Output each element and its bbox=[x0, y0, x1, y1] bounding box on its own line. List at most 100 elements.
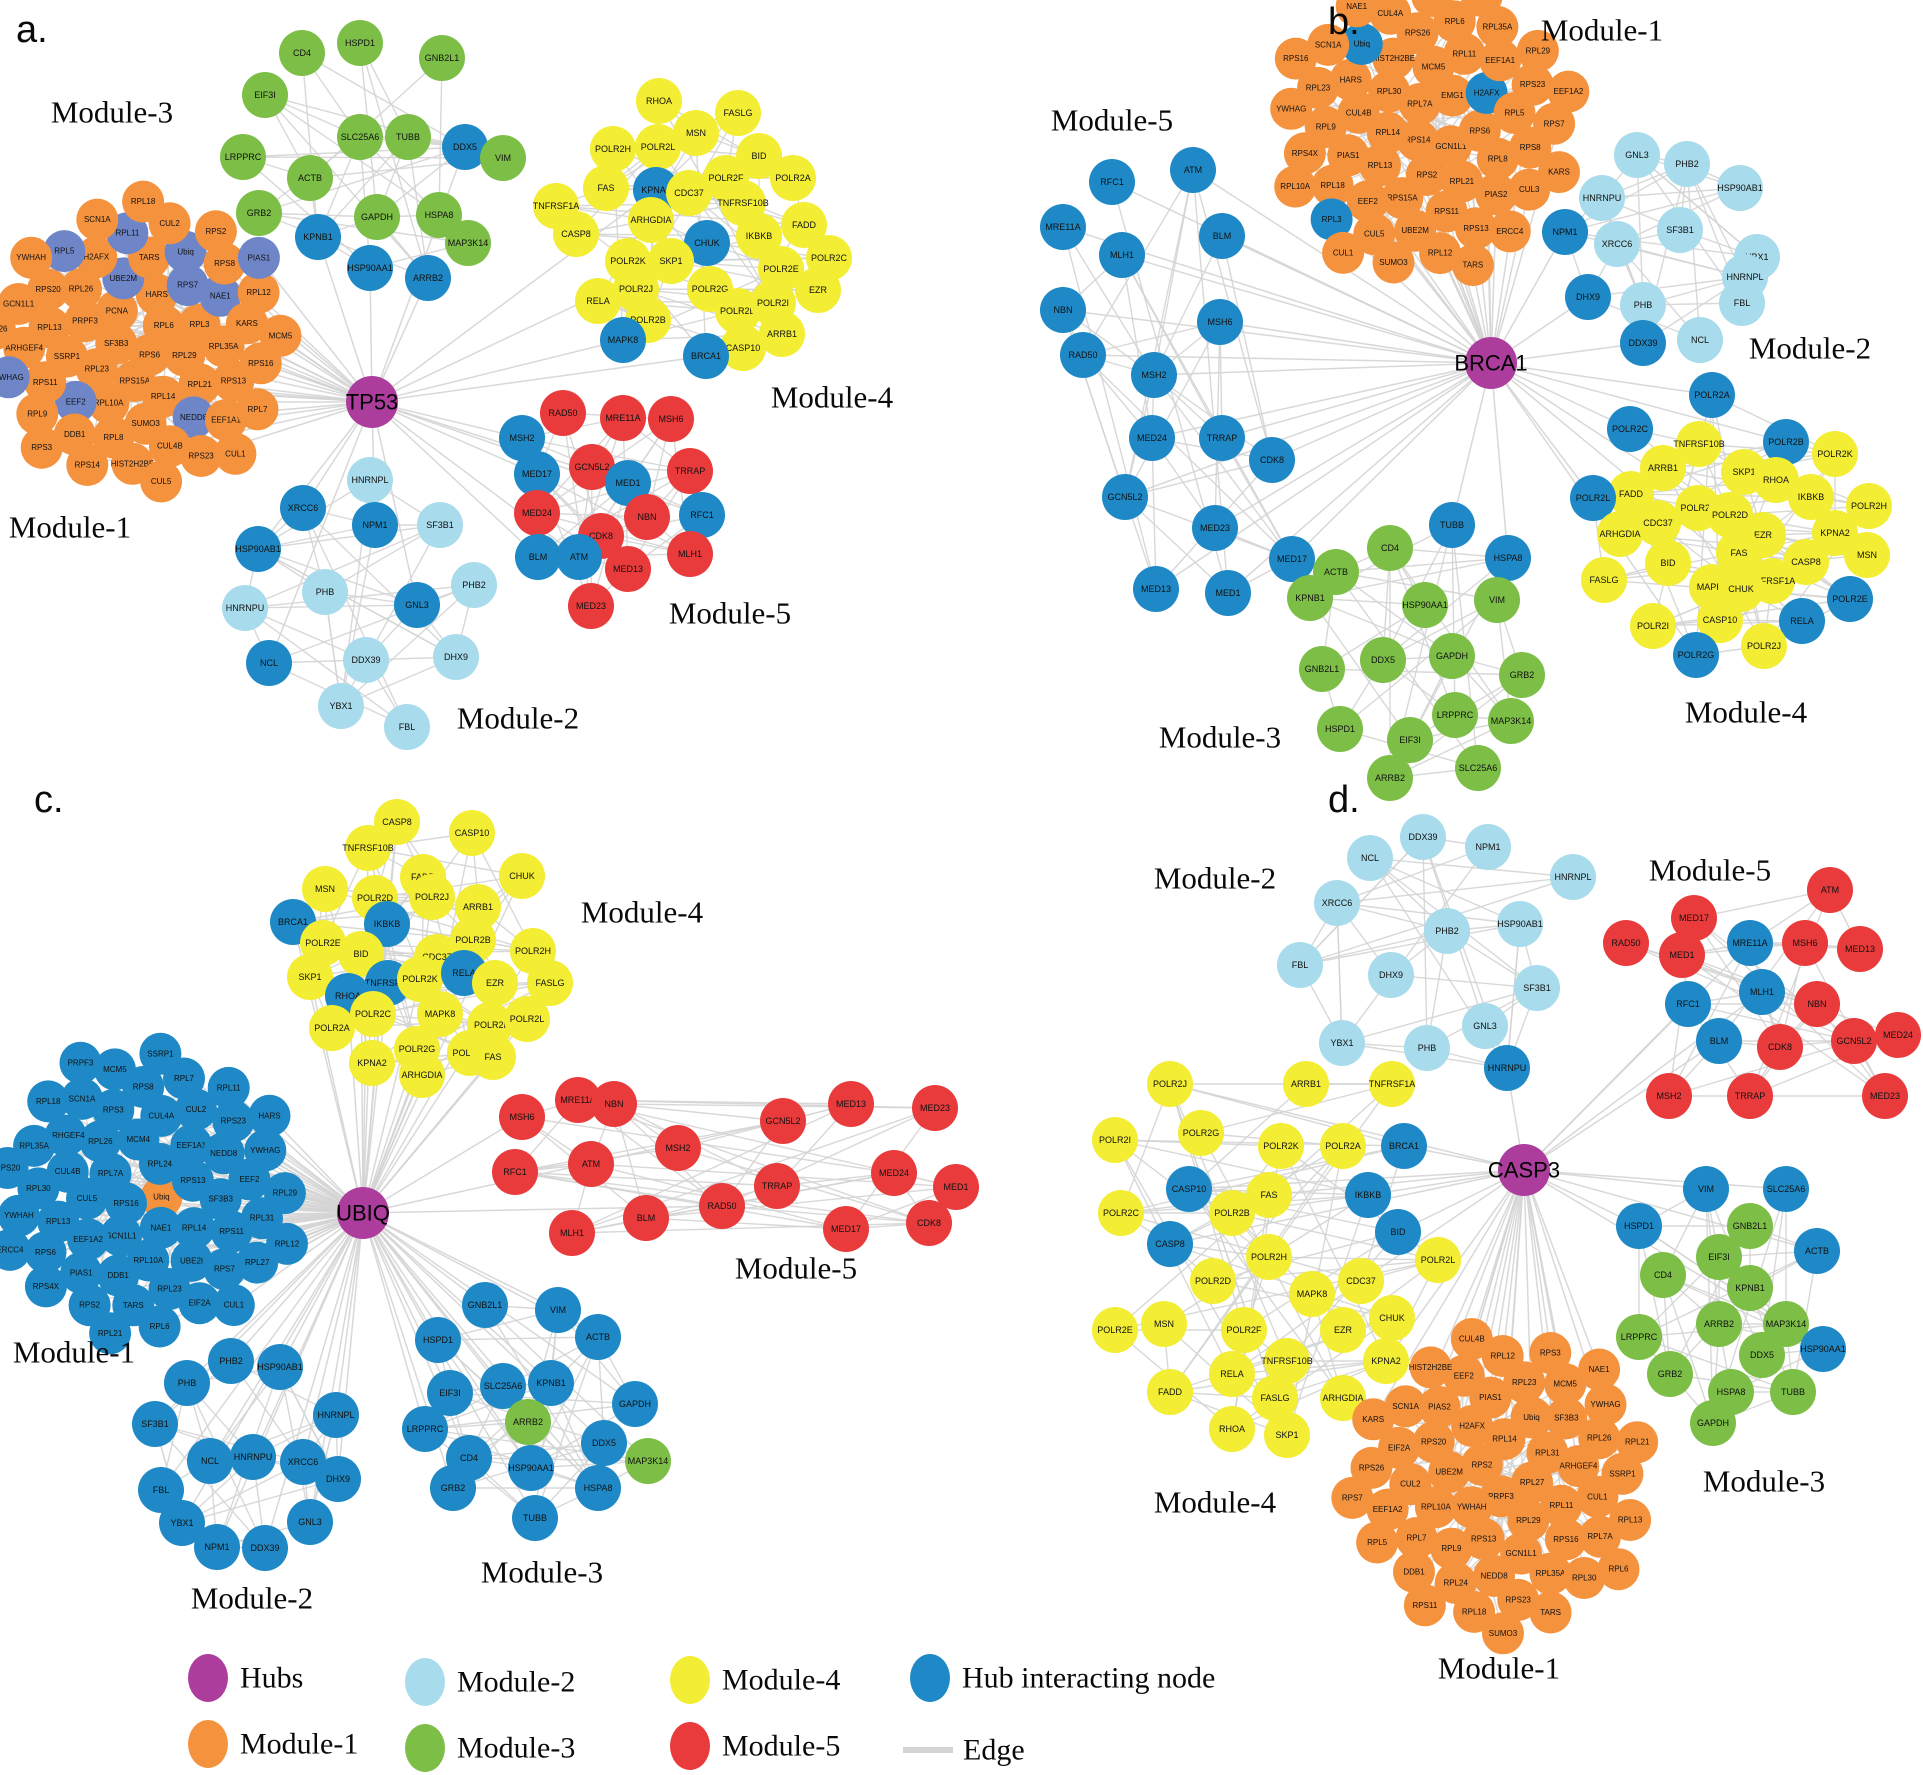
node-NCL bbox=[1677, 317, 1723, 363]
node-RPL10A bbox=[87, 382, 130, 424]
node-CUL4B bbox=[1337, 91, 1380, 134]
node-MED13 bbox=[828, 1081, 874, 1127]
node-H2AFX bbox=[75, 236, 118, 279]
node-TNFRSF10B bbox=[345, 825, 391, 871]
node-ARRB2 bbox=[405, 255, 451, 301]
node-MED17 bbox=[1269, 536, 1315, 582]
node-RPS7 bbox=[166, 264, 209, 307]
node-FBL bbox=[138, 1467, 184, 1513]
node-IKBKB bbox=[1788, 474, 1834, 520]
node-FAS bbox=[583, 165, 629, 211]
node-TRRAP bbox=[754, 1163, 800, 1209]
node-CDC37 bbox=[666, 170, 712, 216]
node-YBX1 bbox=[1319, 1020, 1365, 1066]
node-SCN1A bbox=[1384, 1385, 1427, 1428]
node-RPS4X bbox=[24, 1265, 67, 1308]
node-MED17 bbox=[514, 451, 560, 497]
node-SUMO3 bbox=[1482, 1612, 1524, 1655]
node-POLR2J bbox=[409, 874, 455, 920]
node-CD4 bbox=[1640, 1252, 1686, 1298]
node-SLC25A6 bbox=[337, 114, 383, 160]
module-label: Module-5 bbox=[735, 1251, 857, 1286]
node-VIM bbox=[480, 135, 526, 181]
node-FASLG bbox=[715, 90, 761, 136]
node-CASP10 bbox=[720, 325, 766, 371]
node-EIF3I bbox=[427, 1370, 473, 1416]
node-DDX39 bbox=[242, 1525, 288, 1571]
node-RPL8 bbox=[1476, 137, 1519, 180]
node-ARRB1 bbox=[1283, 1061, 1329, 1107]
node-EIF2A bbox=[178, 1282, 221, 1325]
node-ARRB2 bbox=[505, 1399, 551, 1445]
module-label: Module-1 bbox=[1438, 1651, 1560, 1686]
node-SKP1 bbox=[1264, 1412, 1310, 1458]
node-SCN1A bbox=[76, 198, 119, 241]
node-RPL3 bbox=[1310, 198, 1353, 241]
node-HNRNPU bbox=[1484, 1045, 1530, 1091]
legend-label: Module-2 bbox=[457, 1666, 575, 1699]
module-label: Module-2 bbox=[1749, 331, 1871, 366]
node-MED13 bbox=[1133, 566, 1179, 612]
node-RPS15A bbox=[1381, 177, 1424, 220]
node-RPS23 bbox=[212, 1100, 255, 1143]
panel-letter: b. bbox=[1328, 1, 1360, 43]
node-MED23 bbox=[1862, 1073, 1908, 1119]
node-CD4 bbox=[1367, 525, 1413, 571]
node-YWHAG bbox=[0, 356, 30, 399]
module-label: Module-1 bbox=[13, 1335, 135, 1370]
node-MAP3K14 bbox=[445, 220, 491, 266]
node-ERCC4 bbox=[1488, 210, 1531, 253]
node-RFC1 bbox=[1089, 159, 1135, 205]
node-DHX9 bbox=[1368, 952, 1414, 998]
node-Ubiq bbox=[1340, 23, 1383, 65]
node-RPL6 bbox=[138, 1305, 181, 1348]
node-BRCA1 bbox=[1381, 1123, 1427, 1169]
node-FASLG bbox=[1581, 557, 1627, 603]
node-LRPPRC bbox=[1432, 692, 1478, 738]
legend-label-edge: Edge bbox=[963, 1734, 1025, 1767]
node-RELA bbox=[1779, 598, 1825, 644]
node-RPL11 bbox=[1540, 1484, 1583, 1527]
node-MLH1 bbox=[549, 1210, 595, 1256]
node-MED13 bbox=[1837, 926, 1883, 972]
node-TARS bbox=[1529, 1591, 1572, 1634]
node-POLR2L bbox=[1570, 475, 1616, 521]
node-MRE11A bbox=[600, 395, 646, 441]
node-XRCC6 bbox=[1314, 880, 1360, 926]
node-RHOA bbox=[1753, 457, 1799, 503]
node-TUBB bbox=[1770, 1369, 1816, 1415]
node-LRPPRC bbox=[402, 1406, 448, 1452]
node-PHB bbox=[302, 569, 348, 615]
node-RAD50 bbox=[540, 390, 586, 436]
node-NPM1 bbox=[194, 1524, 240, 1570]
node-SSRP1 bbox=[1601, 1452, 1644, 1495]
node-ARHGDIA bbox=[399, 1052, 445, 1098]
node-ACTB bbox=[1794, 1228, 1840, 1274]
node-POLR2I bbox=[1630, 603, 1676, 649]
node-PRPF3 bbox=[64, 300, 106, 343]
node-RPS23 bbox=[1511, 63, 1554, 106]
node-FBL bbox=[1719, 280, 1765, 326]
node-KPNB1 bbox=[528, 1360, 574, 1406]
node-TRRAP bbox=[667, 448, 713, 494]
node-EIF3I bbox=[242, 72, 288, 118]
node-GNB2L1 bbox=[462, 1282, 508, 1328]
node-RPS16 bbox=[1544, 1518, 1587, 1561]
node-BRCA1 bbox=[683, 333, 729, 379]
node-DDX39 bbox=[343, 637, 389, 683]
node-CUL1 bbox=[1322, 231, 1365, 274]
node-HSPA8 bbox=[416, 192, 462, 238]
node-CUL1 bbox=[214, 432, 257, 475]
node-DDX39 bbox=[1400, 814, 1446, 860]
node-RFC1 bbox=[1665, 981, 1711, 1027]
hub-label-BRCA1: BRCA1 bbox=[1454, 351, 1527, 376]
node-ATM bbox=[556, 534, 602, 580]
node-ARHGDIA bbox=[1597, 511, 1643, 557]
panel-letter: a. bbox=[16, 9, 48, 51]
node-FADD bbox=[1608, 471, 1654, 517]
node-MAP3K14 bbox=[1763, 1301, 1809, 1347]
node-CDC37 bbox=[1635, 500, 1681, 546]
node-BID bbox=[1375, 1209, 1421, 1255]
node-EEF2 bbox=[1442, 1354, 1485, 1397]
node-YBX1 bbox=[318, 683, 364, 729]
